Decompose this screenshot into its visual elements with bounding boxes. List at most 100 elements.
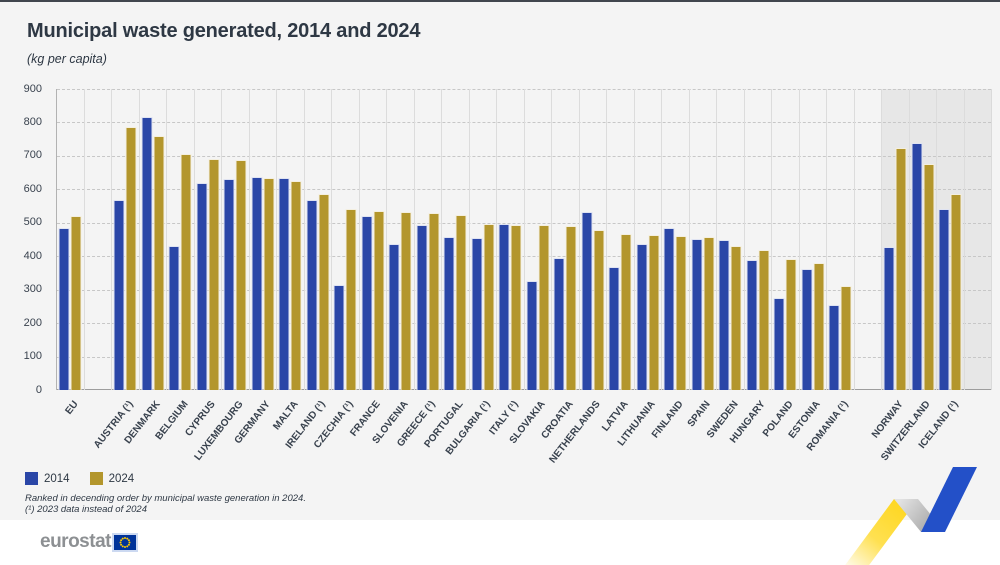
y-axis-tick-label: 900 xyxy=(23,82,42,95)
top-border xyxy=(0,0,1000,2)
legend-item-2024: 2024 xyxy=(89,472,135,485)
bar-2014-lithuania xyxy=(636,244,648,390)
bar-2024-denmark xyxy=(153,135,165,390)
bar-2024-hungary xyxy=(758,249,770,390)
bar-2014-spain xyxy=(691,238,703,390)
legend: 2014 2024 xyxy=(25,472,134,485)
bar-2024-bulgaria xyxy=(483,224,495,390)
eurostat-logo-text: eurostat xyxy=(40,531,111,552)
bar-2014-luxembourg xyxy=(223,178,235,390)
bar-2024-iceland xyxy=(950,194,962,390)
bar-2024-italy xyxy=(510,224,522,390)
bar-2014-austria xyxy=(113,199,125,390)
bar-2014-norway xyxy=(883,246,895,390)
category-column xyxy=(690,89,717,390)
bar-2014-slovakia xyxy=(526,281,538,390)
bar-2014-belgium xyxy=(168,246,180,390)
category-column xyxy=(662,89,690,390)
bar-2014-ireland xyxy=(306,200,318,390)
bar-2014-slovenia xyxy=(388,244,400,390)
bar-2014-portugal xyxy=(443,236,455,390)
category-column xyxy=(277,89,305,390)
category-column xyxy=(332,89,360,390)
legend-label-2014: 2014 xyxy=(44,472,70,485)
bar-2014-latvia xyxy=(608,267,620,390)
bar-2014-france xyxy=(361,216,373,390)
category-column xyxy=(222,89,250,390)
category-column xyxy=(717,89,745,390)
bar-2014-malta xyxy=(278,177,290,390)
category-column xyxy=(800,89,827,390)
bar-2014-switzerland xyxy=(911,142,923,390)
category-column xyxy=(607,89,635,390)
category-column xyxy=(167,89,195,390)
bar-2024-netherlands xyxy=(593,230,605,390)
bar-2024-lithuania xyxy=(648,234,660,390)
bar-2024-poland xyxy=(785,258,797,390)
category-column xyxy=(360,89,387,390)
category-column xyxy=(250,89,277,390)
bar-2024-finland xyxy=(675,236,687,390)
y-axis-tick-label: 600 xyxy=(23,182,42,195)
bar-2024-greece xyxy=(428,213,440,390)
trend-zigzag-graphic xyxy=(845,467,977,565)
spacer-column xyxy=(85,89,112,390)
bar-2014-poland xyxy=(773,298,785,390)
category-column xyxy=(112,89,140,390)
bar-2014-iceland xyxy=(938,209,950,390)
bar-2024-spain xyxy=(703,236,715,390)
footnote-data-year: (¹) 2023 data instead of 2024 xyxy=(25,504,148,515)
bar-2024-slovenia xyxy=(400,212,412,390)
bar-2024-ireland xyxy=(318,194,330,390)
category-column xyxy=(882,89,910,390)
legend-label-2024: 2024 xyxy=(108,472,135,485)
category-column xyxy=(140,89,167,390)
bar-2014-netherlands xyxy=(581,212,593,390)
bar-2014-cyprus xyxy=(196,182,208,390)
bar-2014-hungary xyxy=(746,260,758,390)
category-column xyxy=(442,89,470,390)
columns xyxy=(57,89,965,390)
bar-2014-bulgaria xyxy=(471,237,483,390)
bar-2014-estonia xyxy=(801,269,813,390)
bottom-band xyxy=(0,520,1000,565)
bar-2024-slovakia xyxy=(538,225,550,390)
bar-2024-eu xyxy=(70,215,82,390)
bar-2024-germany xyxy=(263,178,275,390)
bar-2024-switzerland xyxy=(923,163,935,390)
category-column xyxy=(552,89,580,390)
bar-2014-romania xyxy=(828,305,840,390)
legend-item-2014: 2014 xyxy=(25,472,70,485)
category-column xyxy=(635,89,662,390)
bar-2024-france xyxy=(373,211,385,390)
y-axis-tick-label: 200 xyxy=(23,316,42,329)
bar-2014-sweden xyxy=(718,239,730,390)
category-column xyxy=(57,89,85,390)
x-axis-label: NETHERLANDS xyxy=(547,399,603,466)
bar-2024-estonia xyxy=(813,263,825,390)
y-axis-tick-label: 100 xyxy=(23,350,42,363)
category-column xyxy=(497,89,525,390)
category-column xyxy=(195,89,222,390)
category-column xyxy=(470,89,497,390)
y-axis-tick-label: 0 xyxy=(35,383,42,396)
chart-subtitle: (kg per capita) xyxy=(27,52,107,66)
footnote-ranking: Ranked in decending order by municipal w… xyxy=(25,493,306,504)
legend-swatch-2014 xyxy=(25,472,38,485)
bar-2014-croatia xyxy=(553,257,565,390)
bar-2014-italy xyxy=(498,223,510,390)
bar-2024-czechia xyxy=(345,208,357,390)
category-column xyxy=(745,89,772,390)
eurostat-logo: eurostat xyxy=(40,531,138,553)
y-axis-tick-label: 800 xyxy=(23,115,42,128)
spacer-column xyxy=(855,89,882,390)
bar-2024-sweden xyxy=(730,246,742,390)
bar-2024-cyprus xyxy=(208,158,220,390)
bar-2014-finland xyxy=(663,227,675,390)
category-column xyxy=(937,89,965,390)
category-column xyxy=(827,89,855,390)
legend-swatch-2024 xyxy=(89,472,103,485)
category-column xyxy=(387,89,415,390)
bar-2024-romania xyxy=(840,286,852,390)
footnotes: Ranked in decending order by municipal w… xyxy=(25,493,306,515)
